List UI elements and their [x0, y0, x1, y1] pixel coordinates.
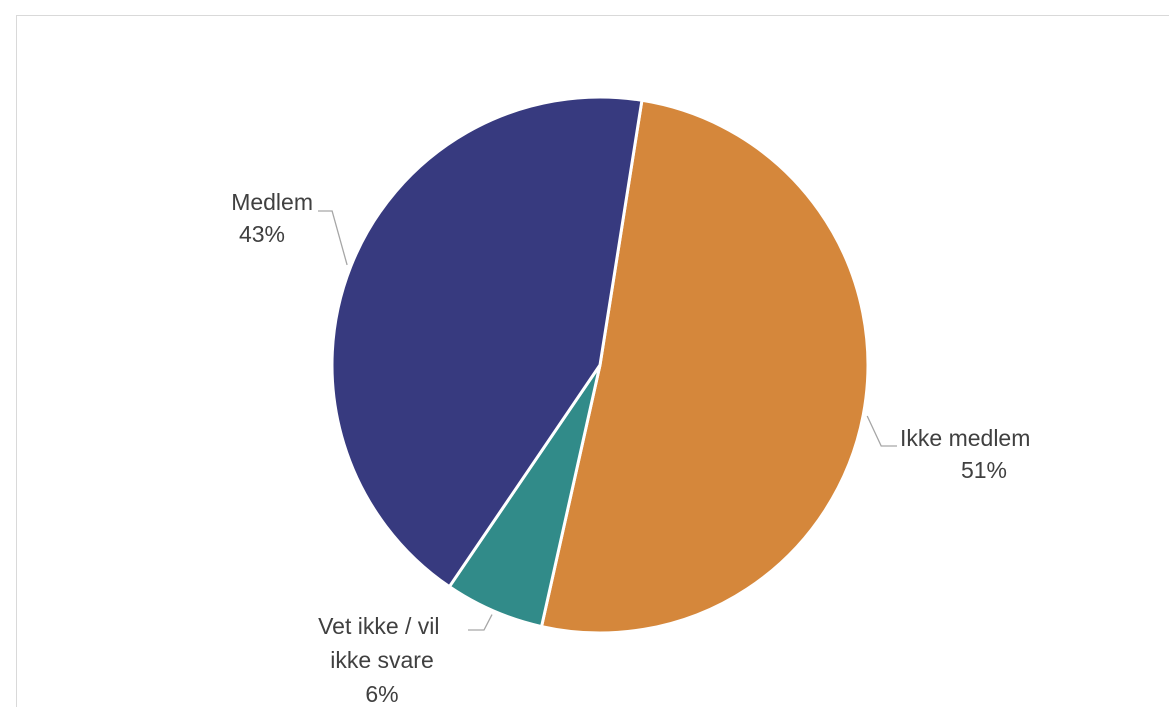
- label-vet-ikke-value: 6%: [365, 681, 398, 707]
- data-labels: Ikke medlem 51% Vet ikke / vil ikke svar…: [231, 189, 1030, 707]
- leader-line-0: [866, 415, 897, 447]
- leader-line-2: [318, 210, 348, 266]
- label-vet-ikke-line2: ikke svare: [330, 647, 434, 673]
- label-ikke-medlem-value: 51%: [961, 457, 1007, 483]
- pie-slice-ikke-medlem: [540, 98, 870, 635]
- label-vet-ikke-name: Vet ikke / vil ikke svare: [318, 613, 446, 673]
- leader-lines: [318, 210, 897, 631]
- label-medlem-value: 43%: [239, 221, 285, 247]
- chart-area: [16, 15, 1169, 707]
- label-medlem-name: Medlem: [231, 189, 313, 215]
- pie-slices: [330, 95, 870, 635]
- label-vet-ikke-line1: Vet ikke / vil: [318, 613, 439, 639]
- label-ikke-medlem-name: Ikke medlem: [900, 425, 1030, 451]
- pie-slice-medlem: [330, 95, 644, 589]
- leader-line-1: [468, 614, 493, 631]
